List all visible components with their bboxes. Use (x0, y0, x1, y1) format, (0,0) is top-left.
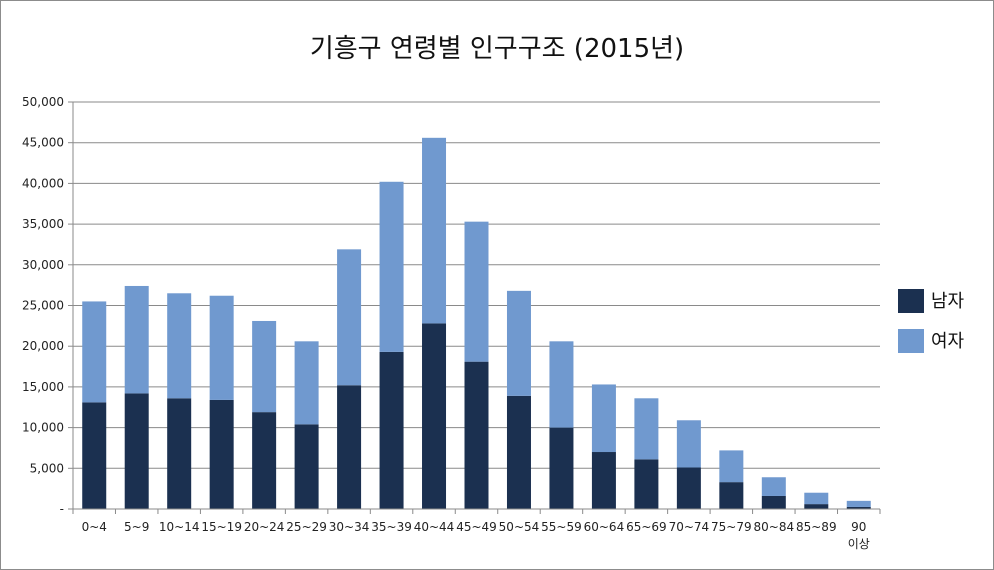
legend-label-male: 남자 (931, 291, 965, 312)
bar-male (591, 452, 616, 509)
bar-female (82, 301, 107, 403)
bar-male (634, 459, 659, 509)
x-tick-label: 55~59 (541, 520, 582, 534)
bar-male (379, 351, 404, 509)
x-tick-label: 0~4 (82, 520, 107, 534)
bar-female (634, 398, 659, 460)
bar-female (676, 420, 701, 468)
x-tick-label: 50~54 (499, 520, 540, 534)
y-tick-label: 40,000 (22, 176, 64, 190)
x-tick-label: 10~14 (159, 520, 200, 534)
legend-swatch-male (898, 289, 924, 313)
legend-swatch-female (898, 329, 924, 353)
grid-lines (73, 101, 880, 469)
bar-male (124, 393, 149, 509)
bar-female (337, 249, 362, 386)
bar-male (506, 395, 531, 509)
x-tick-label: 40~44 (414, 520, 455, 534)
chart-title: 기흥구 연령별 인구구조 (2015년) (310, 34, 684, 64)
x-tick-label: 85~89 (796, 520, 837, 534)
x-tick-label: 45~49 (456, 520, 497, 534)
x-tick-label: 70~74 (669, 520, 710, 534)
axes (72, 102, 880, 510)
x-tick-label: 5~9 (124, 520, 149, 534)
y-tick-label: 35,000 (22, 217, 64, 231)
y-tick-label: 20,000 (22, 339, 64, 353)
bar-female (124, 285, 149, 394)
bar-male (294, 424, 319, 509)
y-tick-label: 25,000 (22, 299, 64, 313)
x-tick-label: 25~29 (286, 520, 327, 534)
y-tick-label: 45,000 (22, 136, 64, 150)
bars (82, 137, 871, 509)
bar-female (209, 295, 234, 400)
x-tick-label: 20~24 (244, 520, 285, 534)
bar-male (846, 506, 871, 509)
x-tick-label: 90 이상 (848, 520, 870, 551)
bar-male (209, 399, 234, 509)
bar-male (464, 361, 489, 509)
x-tick-label: 65~69 (626, 520, 667, 534)
bar-female (294, 341, 319, 425)
bar-female (719, 450, 744, 483)
bar-male (719, 482, 744, 509)
bar-male (549, 427, 574, 509)
bar-female (167, 293, 192, 399)
bar-male (422, 323, 447, 509)
bar-male (804, 504, 829, 509)
bar-female (804, 492, 829, 505)
bar-female (549, 341, 574, 428)
bar-female (761, 477, 786, 496)
x-tick-label: 30~34 (329, 520, 370, 534)
y-axis-ticks: - 5,000 10,000 15,000 20,000 25,000 30,000 35,0… (22, 95, 73, 516)
x-tick-label: 80~84 (754, 520, 795, 534)
bar-male (252, 412, 277, 509)
bar-male (337, 385, 362, 509)
legend-label-female: 여자 (931, 331, 965, 352)
bar-female (464, 221, 489, 362)
y-tick-label: 5,000 (30, 461, 64, 475)
bar-female (379, 181, 404, 352)
y-tick-label: 10,000 (22, 421, 64, 435)
bar-male (82, 402, 107, 509)
bar-male (761, 495, 786, 509)
bar-female (506, 290, 531, 396)
bar-female (252, 320, 277, 413)
bar-male (167, 398, 192, 509)
y-tick-label: - (60, 502, 64, 516)
x-tick-label: 15~19 (201, 520, 242, 534)
bar-female (422, 137, 447, 324)
x-tick-label: 35~39 (371, 520, 412, 534)
y-tick-label: 15,000 (22, 380, 64, 394)
x-tick-label: 75~79 (711, 520, 752, 534)
bar-male (676, 467, 701, 509)
bar-female (846, 500, 871, 507)
y-tick-label: 30,000 (22, 258, 64, 272)
bar-female (591, 384, 616, 453)
x-tick-label: 60~64 (584, 520, 625, 534)
y-tick-label: 50,000 (22, 95, 64, 109)
x-axis-ticks: 0~4 5~9 10~14 15~19 20~24 25~29 30~34 35~39 40~4… (72, 509, 881, 551)
